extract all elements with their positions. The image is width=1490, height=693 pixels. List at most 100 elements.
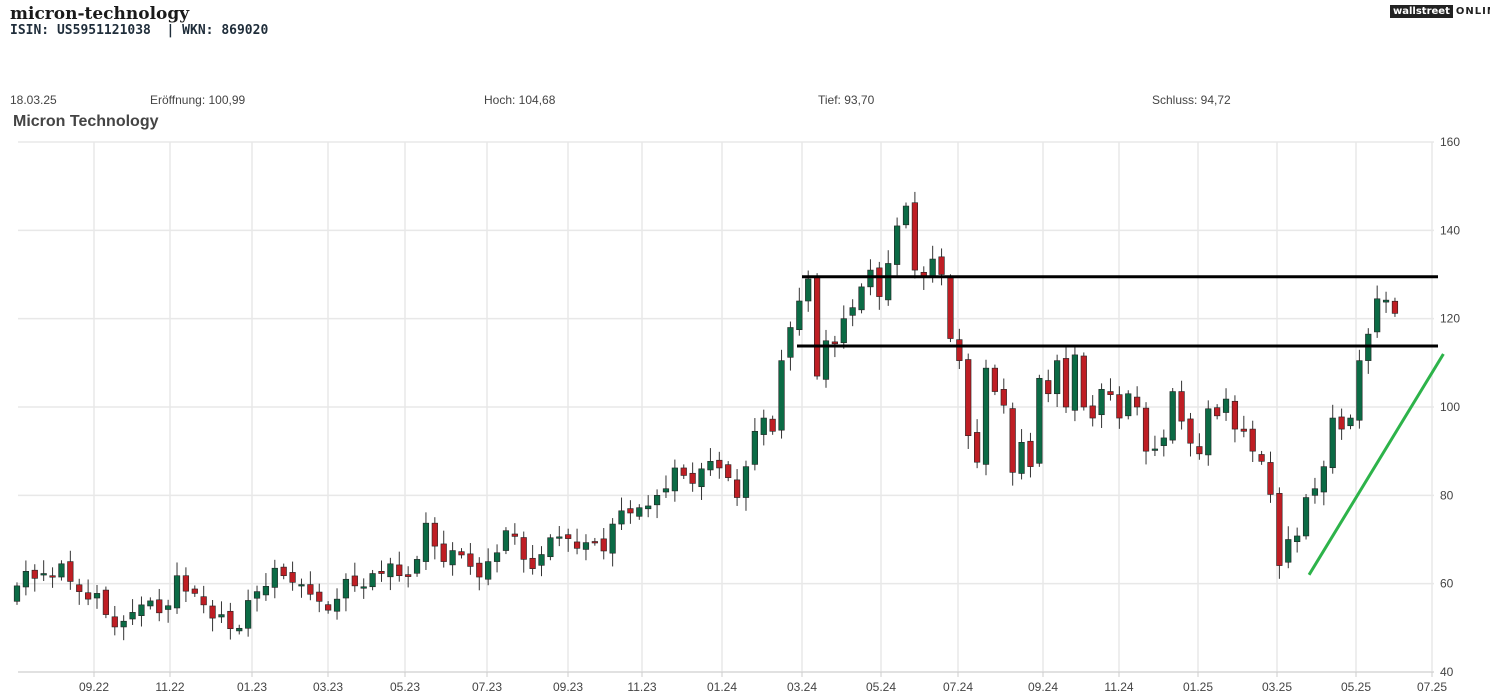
candle — [165, 599, 172, 623]
trend-line — [1307, 353, 1445, 576]
candle — [991, 364, 998, 396]
candle-body — [1320, 466, 1327, 493]
candle — [1214, 404, 1221, 420]
candle — [85, 579, 92, 606]
candle — [378, 560, 385, 582]
candle-body — [1285, 539, 1292, 563]
candle — [1205, 400, 1212, 466]
candle-body — [1240, 428, 1247, 432]
candle — [1374, 285, 1381, 338]
candle-body — [938, 256, 945, 275]
candle-body — [1347, 417, 1354, 427]
candle — [200, 585, 207, 614]
candle — [911, 191, 918, 279]
candle — [1196, 433, 1203, 460]
candle-body — [1151, 448, 1159, 451]
candle-body — [636, 507, 643, 517]
candle-body — [1329, 417, 1336, 469]
candle — [547, 534, 554, 561]
x-tick-label: 03.23 — [313, 680, 343, 693]
candle-body — [1374, 298, 1381, 333]
candle — [1142, 402, 1150, 465]
y-axis: 40 60 80 100 120 140 160 — [1440, 135, 1460, 679]
candle — [58, 560, 65, 581]
candle — [387, 557, 394, 591]
candle-body — [858, 286, 865, 311]
candle-body — [209, 605, 216, 619]
candle — [1107, 378, 1114, 401]
candle — [1240, 415, 1247, 438]
candle-body — [840, 318, 847, 344]
candle-body — [1391, 300, 1399, 314]
candle-body — [716, 459, 723, 469]
candle — [778, 349, 785, 439]
candle — [858, 283, 865, 314]
candle-body — [271, 567, 278, 588]
candle — [76, 578, 83, 605]
candle-body — [67, 561, 74, 582]
candle-body — [982, 367, 990, 465]
candle-body — [307, 584, 314, 595]
candle — [618, 497, 625, 531]
candle — [156, 588, 163, 622]
candle — [662, 475, 670, 498]
candle — [209, 600, 216, 632]
candle-body — [556, 536, 563, 539]
x-tick-label: 07.25 — [1417, 680, 1447, 693]
candle — [1098, 383, 1105, 428]
candle-body — [760, 417, 767, 435]
candle — [307, 571, 314, 601]
candle-body — [529, 557, 536, 569]
candle-body — [725, 464, 732, 478]
candle-body — [280, 566, 287, 577]
candle — [405, 566, 412, 588]
candle — [680, 464, 687, 479]
candle-body — [111, 616, 118, 628]
candle — [1036, 374, 1043, 467]
candle-body — [245, 600, 252, 629]
candle — [538, 546, 545, 577]
candle-body — [680, 467, 687, 476]
x-tick-label: 01.24 — [707, 680, 737, 693]
candle — [1178, 380, 1185, 430]
candle-body — [1169, 391, 1176, 441]
x-tick-label: 03.24 — [787, 680, 817, 693]
x-tick-label: 11.24 — [1104, 680, 1133, 693]
candle — [849, 299, 856, 327]
candle-body — [1134, 396, 1141, 408]
candle — [280, 563, 287, 580]
candle-body — [769, 418, 776, 432]
chart-grid — [18, 141, 1434, 673]
wallstreet-online-logo[interactable]: wallstreet ONLINE — [1390, 5, 1490, 18]
candle-body — [1356, 360, 1363, 421]
candle-body — [262, 586, 270, 596]
candle — [253, 585, 261, 612]
candle-body — [236, 627, 243, 632]
candle-body — [1258, 454, 1265, 462]
candle — [742, 460, 750, 511]
candle-body — [1045, 380, 1052, 395]
candle — [467, 543, 474, 575]
x-tick-label: 09.22 — [79, 680, 109, 693]
candle-body — [662, 488, 670, 493]
candle-body — [822, 340, 830, 380]
candle — [1382, 291, 1390, 313]
candle-body — [325, 604, 332, 611]
candle-body — [1098, 389, 1105, 416]
candle-body — [1294, 535, 1301, 543]
candle — [485, 548, 492, 586]
candle — [822, 329, 830, 388]
candle — [147, 597, 154, 610]
candle — [529, 545, 536, 575]
candle-body — [1338, 416, 1345, 430]
candle-body — [1160, 437, 1167, 446]
candle — [520, 531, 527, 573]
candle — [1027, 432, 1034, 478]
candle-body — [1054, 360, 1061, 395]
candle-body — [467, 553, 474, 567]
candle — [1222, 388, 1230, 421]
page-title: micron-technology — [10, 4, 190, 24]
candle-body — [1018, 442, 1025, 474]
candles — [13, 191, 1399, 641]
